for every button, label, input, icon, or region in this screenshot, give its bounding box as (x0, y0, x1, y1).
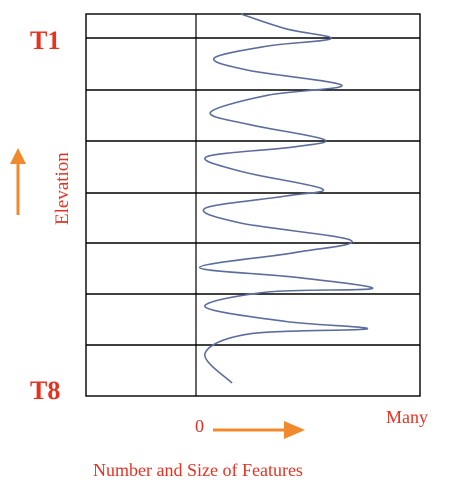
top-layer-label: T1 (30, 26, 60, 55)
feature-curve (198, 13, 374, 384)
y-axis-label: Elevation (52, 152, 73, 225)
layer-grid (85, 13, 421, 397)
x-zero-label: 0 (195, 416, 204, 436)
x-max-label: Many (386, 407, 428, 427)
diagram-frame (85, 13, 421, 397)
x-axis-title: Number and Size of Features (93, 460, 303, 480)
bottom-layer-label: T8 (30, 376, 60, 405)
elevation-arrow (10, 148, 26, 215)
x-direction-arrow (213, 421, 305, 439)
